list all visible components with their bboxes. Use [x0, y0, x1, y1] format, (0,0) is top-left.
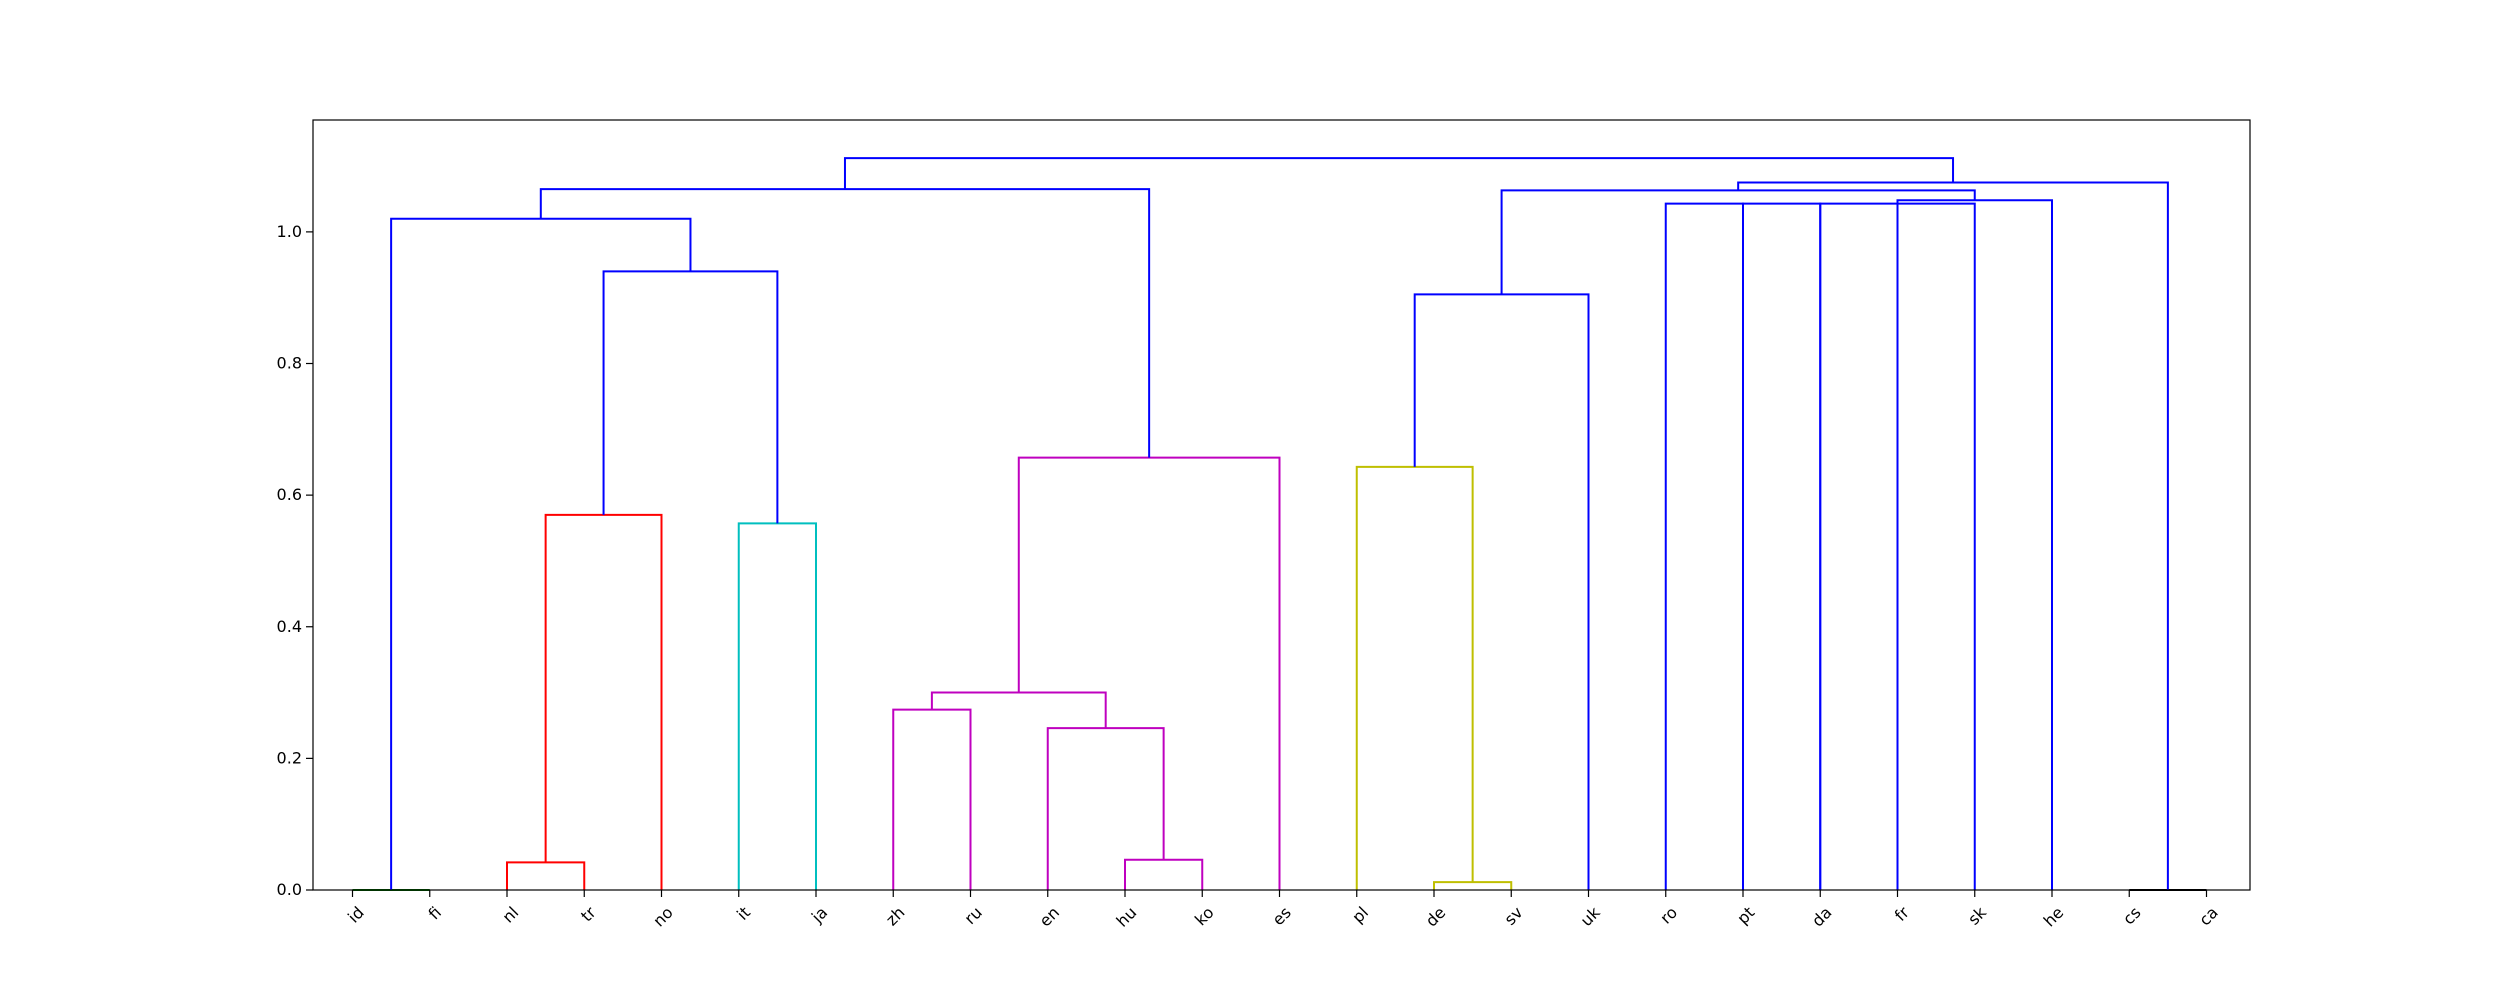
- dendrogram-link-21: [1500, 189, 1976, 295]
- leaf-label-da: da: [1808, 903, 1836, 931]
- y-tick-label: 0.0: [277, 880, 302, 899]
- leaf-label-nl: nl: [499, 903, 523, 927]
- dendrogram-link-16: [1664, 202, 1744, 890]
- leaf-label-id: id: [344, 903, 368, 927]
- dendrogram-link-12: [602, 270, 779, 524]
- leaf-label-pl: pl: [1348, 903, 1372, 927]
- leaf-label-ro: ro: [1656, 903, 1681, 928]
- dendrogram-link-13: [390, 217, 692, 890]
- dendrogram-link-3: [737, 522, 817, 890]
- leaf-label-fr: fr: [1891, 903, 1913, 925]
- dendrogram-links: [352, 157, 2207, 891]
- dendrogram-link-9: [1433, 881, 1513, 890]
- leaf-label-he: he: [2040, 903, 2068, 931]
- leaf-label-en: en: [1035, 903, 1063, 931]
- leaf-label-ja: ja: [807, 903, 831, 927]
- leaf-label-fi: fi: [425, 903, 446, 924]
- dendrogram-link-23: [843, 157, 1955, 190]
- dendrogram-link-8: [1017, 456, 1281, 890]
- dendrogram-link-5: [1124, 858, 1204, 890]
- y-tick-label: 0.6: [277, 485, 302, 504]
- dendrogram-link-22: [1737, 181, 2169, 890]
- leaf-label-ru: ru: [961, 903, 986, 928]
- dendrogram-link-19: [1896, 202, 1976, 890]
- leaf-label-zh: zh: [882, 903, 909, 930]
- leaf-label-ca: ca: [2195, 903, 2222, 930]
- plot-frame: [312, 119, 2251, 891]
- dendrogram-link-15: [1413, 293, 1590, 890]
- x-axis: id fi nl tr no it ja zh ru en hu ko es pl de sv uk ro pt da…: [344, 890, 2222, 931]
- y-tick-label: 1.0: [277, 222, 302, 241]
- dendrogram-link-17: [1742, 202, 1822, 890]
- dendrogram-link-6: [1046, 727, 1165, 890]
- dendrogram-link-14: [539, 188, 1151, 458]
- leaf-label-tr: tr: [577, 903, 600, 926]
- dendrogram-link-1: [506, 861, 586, 890]
- dendrogram-link-2: [544, 513, 663, 890]
- leaf-label-de: de: [1422, 903, 1450, 931]
- leaf-label-es: es: [1269, 903, 1295, 929]
- y-axis: 0.0 0.2 0.4 0.6 0.8 1.0: [277, 222, 313, 899]
- leaf-label-sv: sv: [1501, 903, 1527, 929]
- dendrogram-link-4: [892, 708, 972, 890]
- leaf-label-it: it: [733, 903, 754, 924]
- dendrogram-link-10: [1355, 465, 1474, 890]
- y-tick-label: 0.4: [277, 617, 302, 636]
- leaf-label-ko: ko: [1191, 903, 1218, 930]
- y-tick-label: 0.2: [277, 748, 302, 767]
- leaf-label-uk: uk: [1577, 902, 1605, 930]
- y-tick-label: 0.8: [277, 354, 302, 373]
- leaf-label-sk: sk: [1964, 902, 1990, 928]
- leaf-label-no: no: [649, 903, 677, 931]
- leaf-label-pt: pt: [1733, 903, 1758, 928]
- leaf-label-cs: cs: [2119, 903, 2145, 929]
- dendrogram-link-18: [1819, 202, 1899, 890]
- leaf-label-hu: hu: [1113, 903, 1141, 931]
